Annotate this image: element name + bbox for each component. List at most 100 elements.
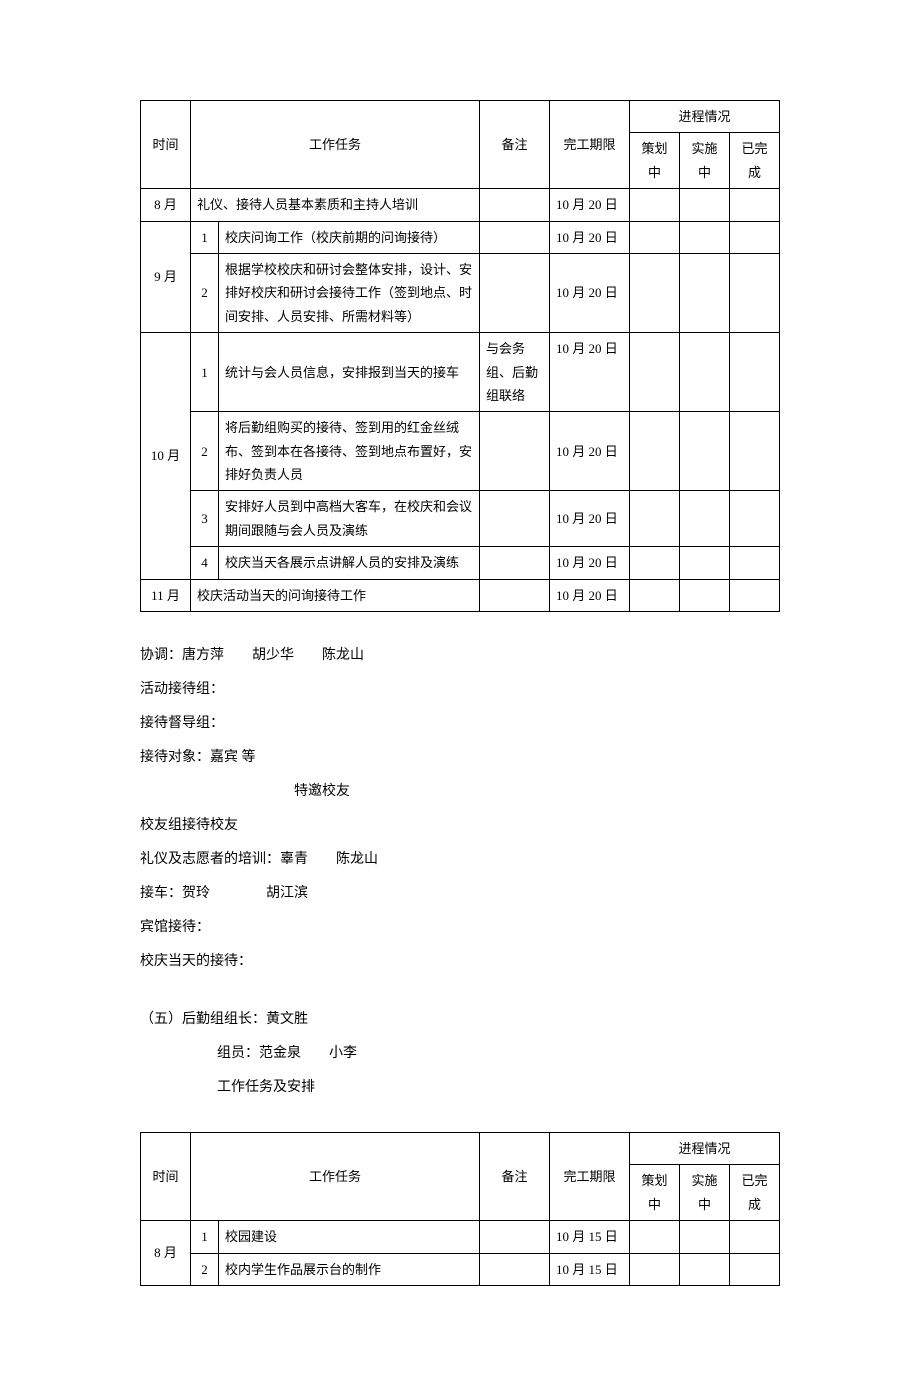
cell-task: 将后勤组购买的接待、签到用的红金丝绒布、签到本在各接待、签到地点布置好，安排好负… bbox=[219, 412, 480, 491]
cell-done bbox=[730, 491, 780, 547]
logistics-members: 组员：范金泉 小李 bbox=[140, 1040, 780, 1068]
col-header-task: 工作任务 bbox=[191, 101, 480, 189]
cell-deadline: 10 月 15 日 bbox=[550, 1253, 630, 1285]
table-row: 9 月 1 校庆问询工作（校庆前期的问询接待） 10 月 20 日 bbox=[141, 221, 780, 253]
cell-task: 礼仪、接待人员基本素质和主持人培训 bbox=[191, 189, 480, 221]
table-row: 3 安排好人员到中高档大客车，在校庆和会议期间跟随与会人员及演练 10 月 20… bbox=[141, 491, 780, 547]
coord-line: 协调：唐方萍 胡少华 陈龙山 bbox=[140, 642, 780, 670]
cell-time: 10 月 bbox=[141, 333, 191, 580]
cell-planning bbox=[630, 189, 680, 221]
training-line: 礼仪及志愿者的培训：辜青 陈龙山 bbox=[140, 846, 780, 874]
cell-task: 校庆问询工作（校庆前期的问询接待） bbox=[219, 221, 480, 253]
cell-note bbox=[480, 189, 550, 221]
cell-implementing bbox=[680, 189, 730, 221]
table-header-row: 时间 工作任务 备注 完工期限 进程情况 bbox=[141, 101, 780, 133]
hotel-reception: 宾馆接待： bbox=[140, 914, 780, 942]
cell-idx: 1 bbox=[191, 221, 219, 253]
table-row: 10 月 1 统计与会人员信息，安排报到当天的接车 与会务组、后勤组联络 10 … bbox=[141, 333, 780, 412]
cell-planning bbox=[630, 253, 680, 332]
cell-done bbox=[730, 253, 780, 332]
cell-task: 校庆当天各展示点讲解人员的安排及演练 bbox=[219, 547, 480, 579]
col-header-progress: 进程情况 bbox=[630, 1133, 780, 1165]
cell-implementing bbox=[680, 1253, 730, 1285]
cell-deadline: 10 月 20 日 bbox=[550, 491, 630, 547]
cell-implementing bbox=[680, 253, 730, 332]
cell-deadline: 10 月 20 日 bbox=[550, 547, 630, 579]
reception-group: 活动接待组： bbox=[140, 676, 780, 704]
cell-idx: 4 bbox=[191, 547, 219, 579]
supervision-group: 接待督导组： bbox=[140, 710, 780, 738]
table-row: 2 校内学生作品展示台的制作 10 月 15 日 bbox=[141, 1253, 780, 1285]
cell-deadline: 10 月 20 日 bbox=[550, 579, 630, 611]
table-row: 8 月 1 校园建设 10 月 15 日 bbox=[141, 1221, 780, 1253]
cell-time: 8 月 bbox=[141, 189, 191, 221]
col-header-note: 备注 bbox=[480, 101, 550, 189]
cell-done bbox=[730, 221, 780, 253]
cell-note bbox=[480, 1253, 550, 1285]
table-row: 2 根据学校校庆和研讨会整体安排，设计、安排好校庆和研讨会接待工作（签到地点、时… bbox=[141, 253, 780, 332]
cell-implementing bbox=[680, 547, 730, 579]
cell-done bbox=[730, 1221, 780, 1253]
col-header-task: 工作任务 bbox=[191, 1133, 480, 1221]
cell-deadline: 10 月 20 日 bbox=[550, 189, 630, 221]
schedule-table-1: 时间 工作任务 备注 完工期限 进程情况 策划中 实施中 已完成 8 月 礼仪、… bbox=[140, 100, 780, 612]
cell-planning bbox=[630, 579, 680, 611]
col-header-done: 已完成 bbox=[730, 133, 780, 189]
logistics-tasks-label: 工作任务及安排 bbox=[140, 1074, 780, 1102]
cell-implementing bbox=[680, 412, 730, 491]
cell-done bbox=[730, 1253, 780, 1285]
col-header-deadline: 完工期限 bbox=[550, 101, 630, 189]
table-row: 11 月 校庆活动当天的问询接待工作 10 月 20 日 bbox=[141, 579, 780, 611]
cell-done bbox=[730, 547, 780, 579]
reception-target: 接待对象：嘉宾 等 bbox=[140, 744, 780, 772]
cell-time: 9 月 bbox=[141, 221, 191, 333]
col-header-implementing: 实施中 bbox=[680, 1165, 730, 1221]
cell-note bbox=[480, 491, 550, 547]
cell-task: 校庆活动当天的问询接待工作 bbox=[191, 579, 480, 611]
cell-planning bbox=[630, 547, 680, 579]
col-header-note: 备注 bbox=[480, 1133, 550, 1221]
table-row: 8 月 礼仪、接待人员基本素质和主持人培训 10 月 20 日 bbox=[141, 189, 780, 221]
cell-deadline: 10 月 20 日 bbox=[550, 412, 630, 491]
cell-planning bbox=[630, 1221, 680, 1253]
cell-idx: 2 bbox=[191, 412, 219, 491]
cell-implementing bbox=[680, 491, 730, 547]
col-header-time: 时间 bbox=[141, 101, 191, 189]
cell-note bbox=[480, 1221, 550, 1253]
cell-note bbox=[480, 253, 550, 332]
cell-idx: 2 bbox=[191, 253, 219, 332]
cell-note bbox=[480, 547, 550, 579]
col-header-planning: 策划中 bbox=[630, 133, 680, 189]
col-header-deadline: 完工期限 bbox=[550, 1133, 630, 1221]
cell-deadline: 10 月 20 日 bbox=[550, 253, 630, 332]
cell-done bbox=[730, 412, 780, 491]
cell-implementing bbox=[680, 333, 730, 412]
cell-done bbox=[730, 333, 780, 412]
cell-idx: 1 bbox=[191, 1221, 219, 1253]
col-header-planning: 策划中 bbox=[630, 1165, 680, 1221]
cell-planning bbox=[630, 1253, 680, 1285]
col-header-time: 时间 bbox=[141, 1133, 191, 1221]
personnel-text: 协调：唐方萍 胡少华 陈龙山 活动接待组： 接待督导组： 接待对象：嘉宾 等 特… bbox=[140, 642, 780, 976]
cell-done bbox=[730, 579, 780, 611]
col-header-implementing: 实施中 bbox=[680, 133, 730, 189]
cell-time: 11 月 bbox=[141, 579, 191, 611]
cell-planning bbox=[630, 221, 680, 253]
cell-task: 根据学校校庆和研讨会整体安排，设计、安排好校庆和研讨会接待工作（签到地点、时间安… bbox=[219, 253, 480, 332]
table-row: 4 校庆当天各展示点讲解人员的安排及演练 10 月 20 日 bbox=[141, 547, 780, 579]
cell-implementing bbox=[680, 1221, 730, 1253]
cell-note bbox=[480, 579, 550, 611]
cell-deadline: 10 月 15 日 bbox=[550, 1221, 630, 1253]
cell-planning bbox=[630, 412, 680, 491]
schedule-table-2: 时间 工作任务 备注 完工期限 进程情况 策划中 实施中 已完成 8 月 1 校… bbox=[140, 1132, 780, 1286]
cell-idx: 1 bbox=[191, 333, 219, 412]
cell-planning bbox=[630, 491, 680, 547]
cell-task: 安排好人员到中高档大客车，在校庆和会议期间跟随与会人员及演练 bbox=[219, 491, 480, 547]
cell-task: 校园建设 bbox=[219, 1221, 480, 1253]
cell-note: 与会务组、后勤组联络 bbox=[480, 333, 550, 412]
col-header-done: 已完成 bbox=[730, 1165, 780, 1221]
table-row: 2 将后勤组购买的接待、签到用的红金丝绒布、签到本在各接待、签到地点布置好，安排… bbox=[141, 412, 780, 491]
cell-done bbox=[730, 189, 780, 221]
section-5: （五）后勤组组长：黄文胜 组员：范金泉 小李 工作任务及安排 bbox=[140, 1006, 780, 1102]
cell-idx: 3 bbox=[191, 491, 219, 547]
